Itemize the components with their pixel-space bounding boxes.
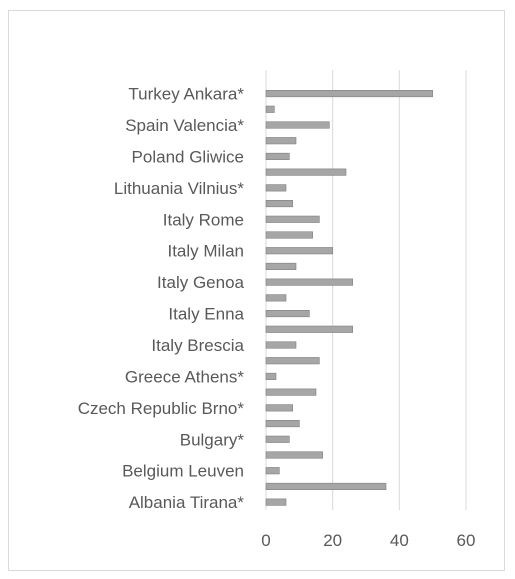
category-label: Turkey Ankara* [128,85,244,104]
bar [265,325,353,333]
bar [265,341,297,349]
bar [265,435,290,443]
category-label: Lithuania Vilnius* [114,179,244,198]
bar [265,168,347,176]
category-label: Spain Valencia* [125,116,244,135]
bar [265,200,293,208]
x-tick-label: 0 [261,531,270,550]
chart-frame [8,10,505,571]
category-label: Czech Republic Brno* [78,399,245,418]
x-tick-label: 20 [323,531,342,550]
bar [265,498,287,506]
bar [265,247,333,255]
bar [265,357,320,365]
bar [265,137,297,145]
bar [265,90,433,98]
bar [265,121,330,129]
category-label: Belgium Leuven [122,462,244,481]
bar [265,467,280,475]
bar [265,231,313,239]
bar [265,184,287,192]
x-tick-label: 40 [390,531,409,550]
category-label: Italy Enna [168,305,244,324]
category-label: Italy Brescia [151,336,244,355]
bar [265,420,300,428]
bar [265,262,297,270]
bar [265,278,353,286]
bar [265,152,290,160]
bar [265,372,277,380]
category-label: Italy Genoa [157,273,244,292]
bar [265,451,323,459]
bar [265,482,387,490]
category-label: Italy Milan [167,242,244,261]
x-tick-label: 60 [457,531,476,550]
category-label: Italy Rome [163,210,244,229]
category-label: Albania Tirana* [129,493,245,512]
bar [265,105,275,113]
bar [265,215,320,223]
category-label: Poland Gliwice [132,147,244,166]
bar [265,388,317,396]
bar [265,294,287,302]
bar [265,310,310,318]
category-label: Greece Athens* [125,367,244,386]
category-label: Bulgary* [180,430,245,449]
bar [265,404,293,412]
